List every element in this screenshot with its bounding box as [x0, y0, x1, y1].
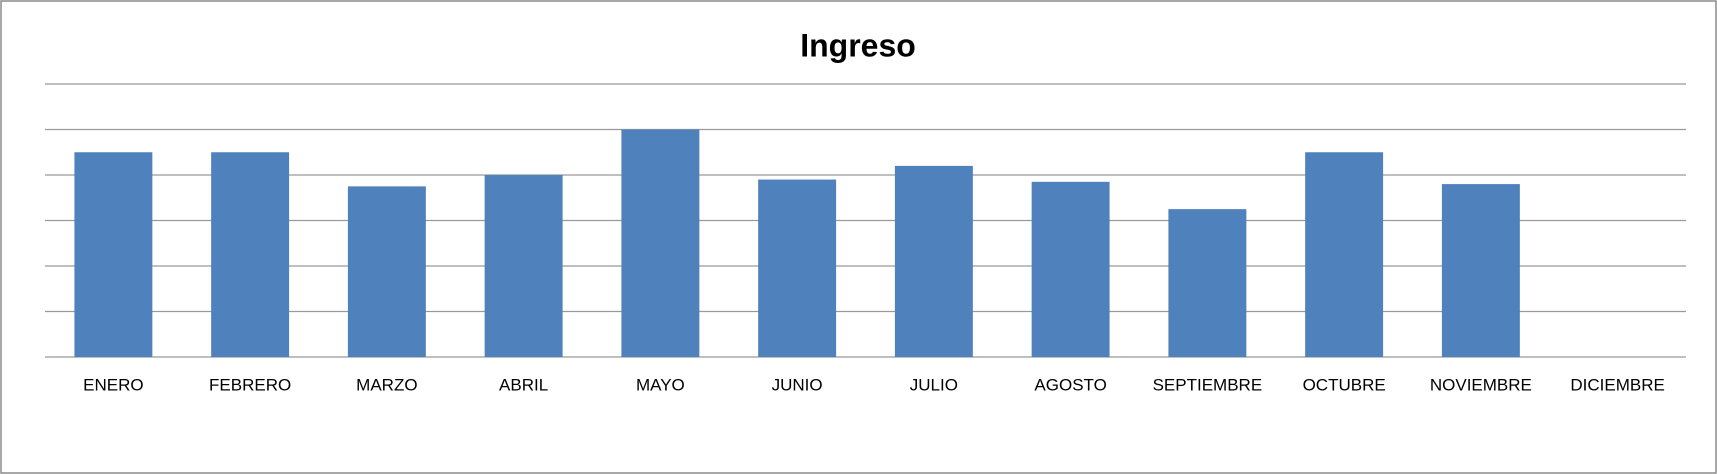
x-tick-label: SEPTIEMBRE — [1153, 375, 1263, 394]
bar — [1168, 209, 1247, 357]
bar — [1031, 181, 1110, 357]
x-tick-label: FEBRERO — [209, 375, 291, 394]
bar — [758, 179, 837, 357]
x-tick-label: ENERO — [83, 375, 143, 394]
x-tick-label: MAYO — [636, 375, 685, 394]
bar — [211, 152, 290, 357]
chart-title: Ingreso — [800, 27, 916, 63]
bar — [347, 186, 426, 357]
x-tick-label: JUNIO — [772, 375, 823, 394]
bar — [1441, 184, 1520, 357]
x-tick-label: MARZO — [356, 375, 417, 394]
bar — [1305, 152, 1384, 357]
bar — [621, 129, 700, 357]
bar — [74, 152, 153, 357]
x-tick-label: OCTUBRE — [1303, 375, 1386, 394]
x-tick-label: DICIEMBRE — [1570, 375, 1664, 394]
bar — [484, 175, 563, 357]
x-tick-label: JULIO — [910, 375, 958, 394]
bar — [894, 165, 973, 357]
x-tick-label: NOVIEMBRE — [1430, 375, 1532, 394]
x-tick-label: ABRIL — [499, 375, 548, 394]
x-tick-label: AGOSTO — [1034, 375, 1106, 394]
